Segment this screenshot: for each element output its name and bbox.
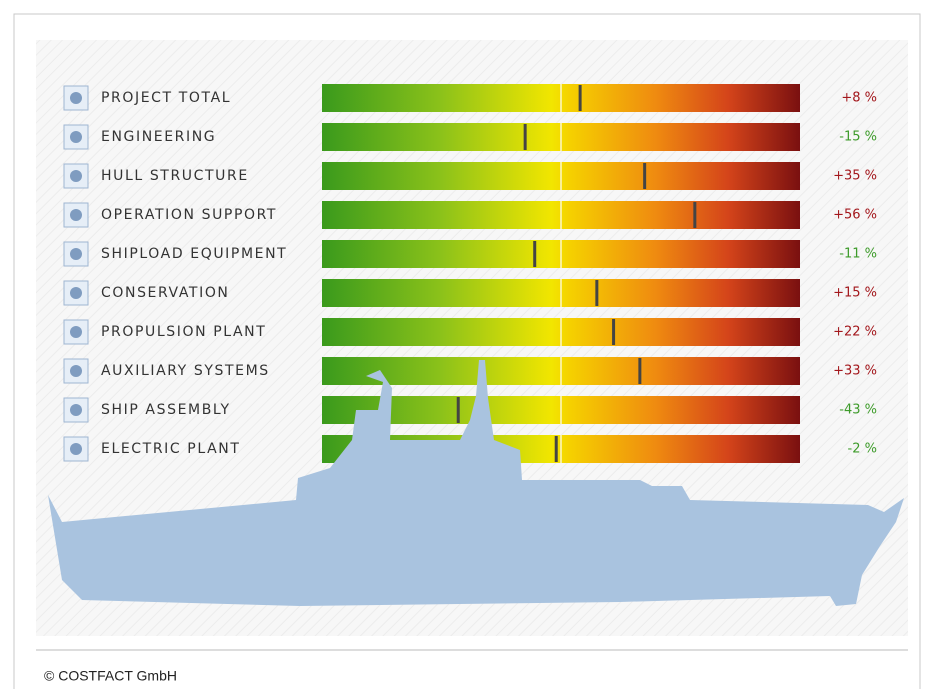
ship-silhouette	[48, 360, 904, 606]
category-label: CONSERVATION	[101, 285, 230, 301]
category-label: PROPULSION PLANT	[101, 324, 266, 340]
category-label: ELECTRIC PLANT	[101, 441, 240, 457]
value-label: -43 %	[839, 403, 877, 418]
category-label: SHIPLOAD EQUIPMENT	[101, 246, 287, 262]
category-label: PROJECT TOTAL	[101, 90, 231, 106]
value-label: -2 %	[848, 442, 877, 457]
category-label: ENGINEERING	[101, 129, 216, 145]
value-label: +15 %	[833, 286, 877, 301]
icon-glyph	[70, 248, 82, 260]
icon-glyph	[70, 170, 82, 182]
value-label: +56 %	[833, 208, 877, 223]
value-label: +8 %	[841, 91, 877, 106]
icon-glyph	[70, 92, 82, 104]
value-label: -11 %	[839, 247, 877, 262]
icon-glyph	[70, 365, 82, 377]
category-label: AUXILIARY SYSTEMS	[101, 363, 270, 379]
foreground: PROJECT TOTAL +8 % ENGINEERING -15 % HULL ST…	[63, 85, 877, 462]
value-label: +22 %	[833, 325, 877, 340]
icon-glyph	[70, 209, 82, 221]
icon-glyph	[70, 131, 82, 143]
value-label: -15 %	[839, 130, 877, 145]
value-label: +35 %	[833, 169, 877, 184]
value-label: +33 %	[833, 364, 877, 379]
icon-glyph	[70, 287, 82, 299]
category-label: OPERATION SUPPORT	[101, 207, 277, 223]
category-label: SHIP ASSEMBLY	[101, 402, 231, 418]
footer: © COSTFACT GmbH	[44, 668, 177, 684]
icon-glyph	[70, 404, 82, 416]
bars	[322, 84, 800, 463]
category-label: HULL STRUCTURE	[101, 168, 249, 184]
icon-glyph	[70, 443, 82, 455]
icon-glyph	[70, 326, 82, 338]
